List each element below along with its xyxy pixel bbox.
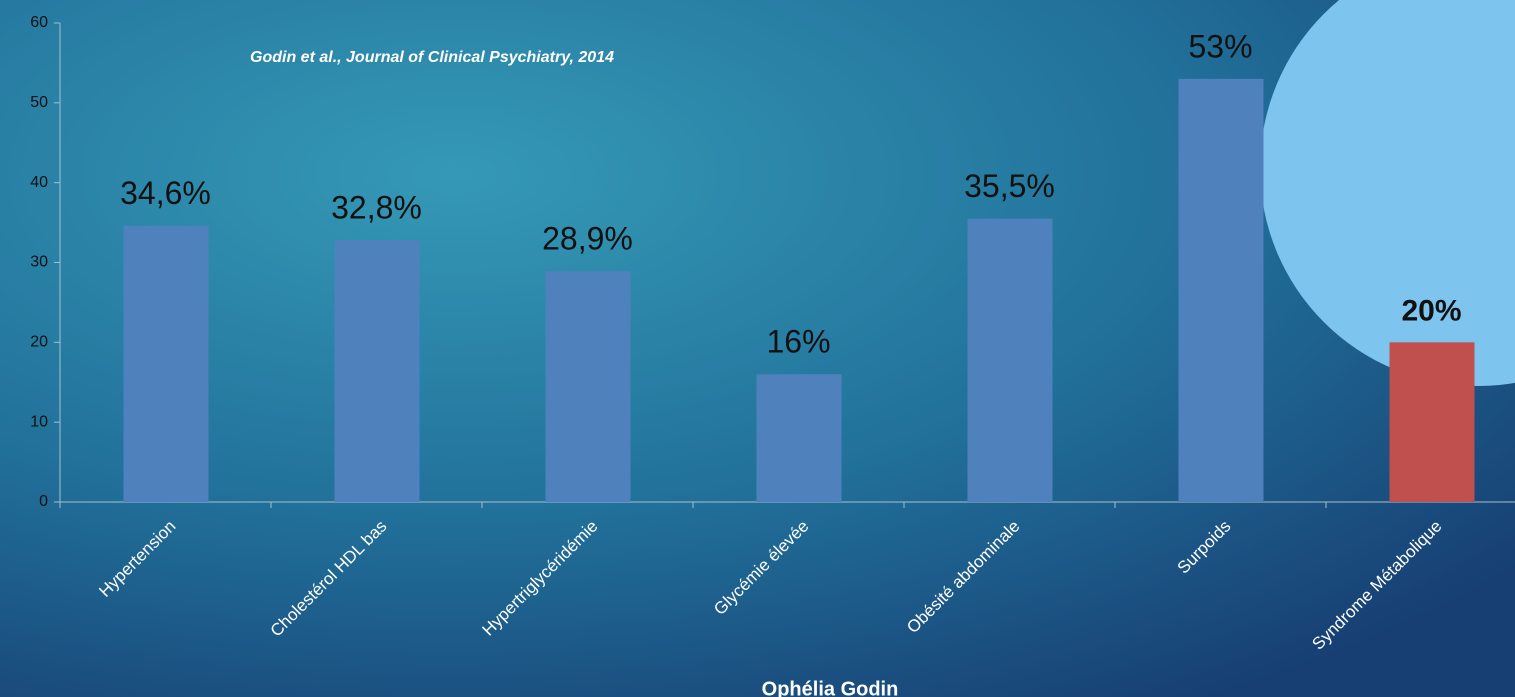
value-label: 20% — [1401, 294, 1461, 327]
value-label: 28,9% — [542, 221, 633, 257]
bar — [1389, 342, 1475, 502]
highlight-circle — [1260, 0, 1515, 386]
bar — [1178, 78, 1264, 502]
bar — [123, 225, 209, 502]
bar — [967, 218, 1053, 502]
value-label: 35,5% — [964, 168, 1055, 204]
y-tick-label: 20 — [30, 334, 48, 351]
bar — [334, 240, 420, 502]
y-tick-label: 30 — [30, 254, 48, 271]
author: Ophélia Godin — [762, 678, 899, 697]
bar — [545, 271, 631, 502]
value-label: 34,6% — [120, 175, 211, 211]
value-label: 16% — [766, 324, 830, 360]
y-tick-label: 50 — [30, 94, 48, 111]
citation: Godin et al., Journal of Clinical Psychi… — [250, 49, 614, 66]
value-label: 53% — [1188, 28, 1252, 64]
y-tick-label: 10 — [30, 413, 48, 430]
y-tick-label: 60 — [30, 14, 48, 31]
bar — [756, 374, 842, 502]
y-tick-label: 40 — [30, 174, 48, 191]
value-label: 32,8% — [331, 190, 422, 226]
y-tick-label: 0 — [39, 493, 48, 510]
